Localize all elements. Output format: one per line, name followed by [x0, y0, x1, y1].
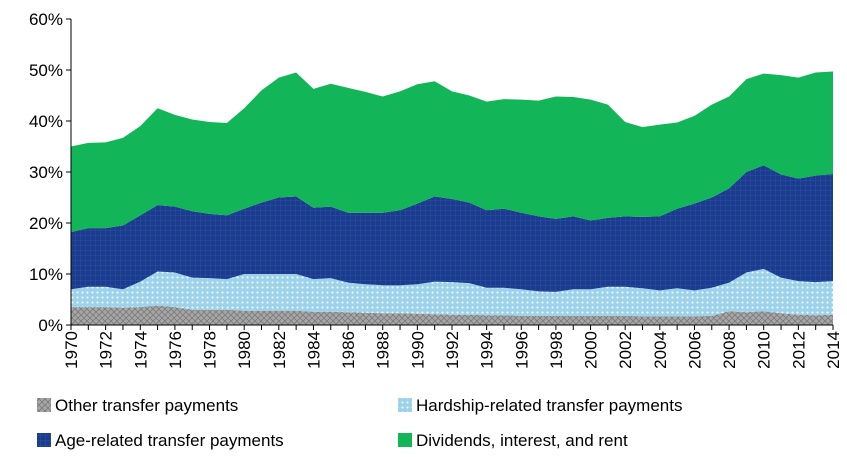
- area-pattern: [71, 268, 833, 317]
- y-tick-label: 40%: [29, 112, 63, 131]
- x-tick-label: 2004: [651, 331, 670, 369]
- x-tick-label: 1996: [512, 331, 531, 369]
- x-tick-label: 2002: [616, 331, 635, 369]
- legend-label: Other transfer payments: [55, 396, 238, 415]
- legend-label: Dividends, interest, and rent: [416, 431, 628, 450]
- area-pattern: [71, 165, 833, 292]
- x-tick-label: 1978: [201, 331, 220, 369]
- x-tick-label: 2012: [789, 331, 808, 369]
- x-tick-label: 1990: [408, 331, 427, 369]
- x-tick-label: 2008: [720, 331, 739, 369]
- x-tick-label: 1982: [270, 331, 289, 369]
- x-tick-label: 1988: [374, 331, 393, 369]
- x-tick-label: 1980: [235, 331, 254, 369]
- area-pattern: [71, 305, 833, 325]
- x-tick-label: 1972: [97, 331, 116, 369]
- x-tick-label: 1970: [62, 331, 81, 369]
- area: [71, 71, 833, 233]
- legend-swatch: [398, 433, 412, 447]
- legend-swatch-pattern: [398, 398, 412, 412]
- x-tick-label: 1986: [339, 331, 358, 369]
- x-tick-label: 2010: [755, 331, 774, 369]
- x-tick-label: 1974: [131, 331, 150, 369]
- y-tick-label: 0%: [38, 316, 63, 335]
- x-tick-label: 2014: [824, 331, 843, 369]
- legend-label: Age-related transfer payments: [55, 431, 284, 450]
- x-tick-label: 1976: [166, 331, 185, 369]
- y-tick-label: 30%: [29, 163, 63, 182]
- x-tick-label: 1984: [304, 331, 323, 369]
- y-tick-label: 60%: [29, 10, 63, 29]
- legend-swatch-pattern: [37, 398, 51, 412]
- y-tick-label: 10%: [29, 265, 63, 284]
- y-tick-label: 20%: [29, 214, 63, 233]
- x-tick-label: 1994: [478, 331, 497, 369]
- y-tick-label: 50%: [29, 61, 63, 80]
- x-tick-label: 1998: [547, 331, 566, 369]
- x-tick-label: 1992: [443, 331, 462, 369]
- x-tick-label: 2006: [685, 331, 704, 369]
- legend-label: Hardship-related transfer payments: [416, 396, 682, 415]
- x-tick-label: 2000: [582, 331, 601, 369]
- legend-swatch-pattern: [37, 433, 51, 447]
